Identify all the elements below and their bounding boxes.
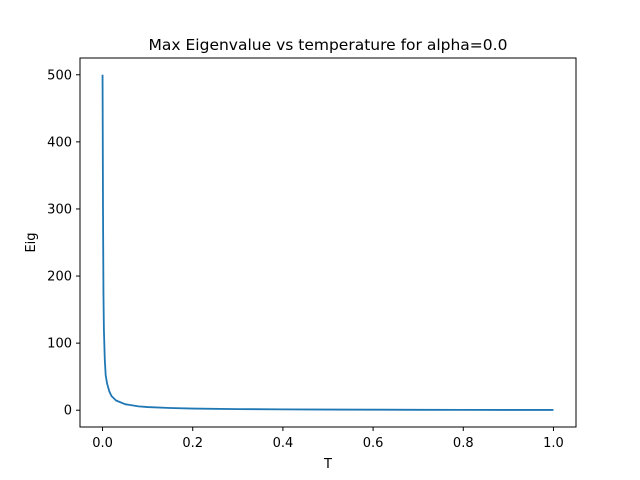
y-axis-label: Eig	[24, 232, 39, 252]
chart-title: Max Eigenvalue vs temperature for alpha=…	[149, 36, 508, 54]
y-tick-label: 0	[64, 404, 72, 419]
x-tick-label: 0.4	[273, 436, 294, 451]
y-tick-label: 400	[47, 135, 72, 150]
x-tick-label: 0.0	[92, 436, 113, 451]
x-tick-label: 0.6	[363, 436, 384, 451]
x-tick-label: 0.8	[453, 436, 474, 451]
y-tick-label: 100	[47, 337, 72, 352]
x-tick-label: 1.0	[543, 436, 564, 451]
series-line-1	[101, 74, 554, 411]
plot-frame	[79, 57, 577, 428]
y-tick-label: 200	[47, 270, 72, 285]
x-tick-label: 0.2	[182, 436, 203, 451]
y-tick-label: 300	[47, 202, 72, 217]
x-axis-label: T	[323, 457, 332, 472]
y-tick-label: 500	[47, 68, 72, 83]
